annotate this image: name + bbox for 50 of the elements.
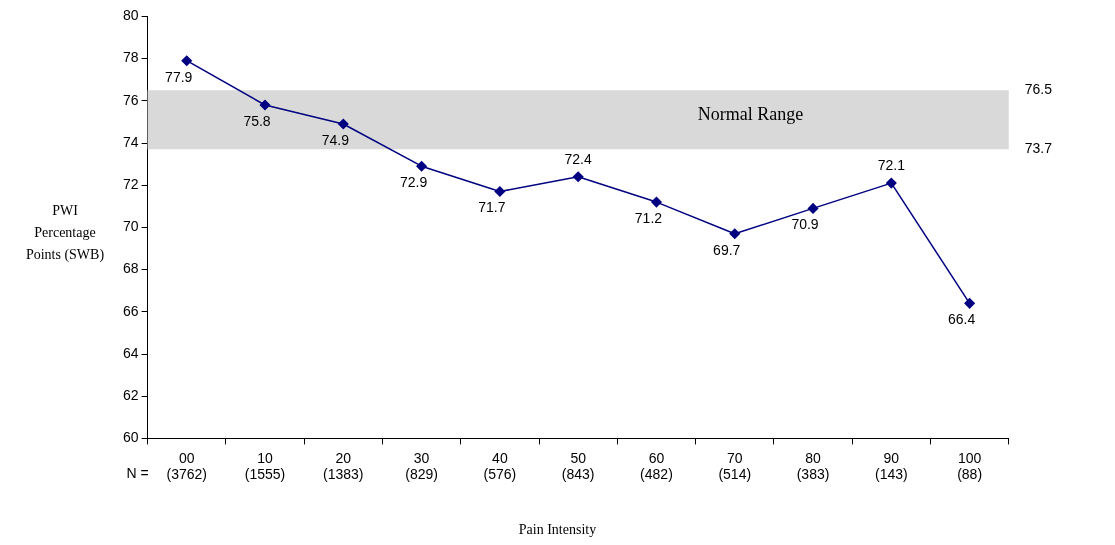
point <box>181 55 192 66</box>
data-label: 72.4 <box>564 150 592 167</box>
x-tick-label: 30 (829) <box>405 449 438 483</box>
data-label: 71.2 <box>634 209 663 226</box>
y-axis-title: PWI Percentage Points (SWB) <box>24 202 106 264</box>
x-tick-label: 100 (88) <box>957 449 983 483</box>
point <box>964 298 975 309</box>
x-tick-label: 70 (514) <box>718 449 752 483</box>
x-tick-label: 60 (482) <box>640 449 673 483</box>
y2-tick-label: 76.5 <box>1024 81 1053 98</box>
y2-tick-label: 73.7 <box>1024 140 1053 157</box>
y-tick-label: 62 <box>122 387 139 404</box>
point <box>416 160 427 172</box>
data-label: 75.8 <box>243 112 271 129</box>
data-label: 77.9 <box>165 68 193 85</box>
point <box>886 177 897 189</box>
x-tick-label: 20 (1383) <box>323 449 364 483</box>
data-label: 72.9 <box>399 174 428 191</box>
data-label: 69.7 <box>713 241 741 258</box>
y-tick-label: 78 <box>122 49 139 66</box>
point <box>259 99 271 111</box>
y-tick-label: 80 <box>122 7 139 24</box>
x-tick-label: 80 (383) <box>796 449 830 483</box>
y-tick-label: 72 <box>122 176 139 193</box>
point <box>651 196 662 208</box>
y-tick-label: 64 <box>122 344 139 361</box>
point <box>494 186 506 197</box>
y-tick-label: 74 <box>122 133 139 150</box>
x-tick-label: 10 (1555) <box>244 449 286 483</box>
data-label: 71.7 <box>478 199 506 216</box>
point <box>572 171 584 183</box>
y-tick-label: 68 <box>122 260 139 277</box>
y-tick-label: 76 <box>122 91 139 108</box>
x-tick-label: 90 (143) <box>874 449 908 483</box>
x-tick-label: 40 (576) <box>483 449 517 483</box>
data-label: 72.1 <box>877 156 906 173</box>
x-tick-label: 00 (3762) <box>166 449 207 483</box>
data-label: 70.9 <box>791 216 819 233</box>
text: N = <box>126 465 149 482</box>
point <box>338 118 349 130</box>
x-tick-label: 50 (843) <box>561 449 595 483</box>
data-label: 74.9 <box>321 131 350 148</box>
band-label: Normal Range <box>697 103 804 124</box>
y-tick-label: 70 <box>122 218 139 235</box>
point <box>729 228 740 239</box>
y-tick-label: 66 <box>122 302 139 319</box>
data-label: 66.4 <box>947 311 976 328</box>
y-tick-label: 60 <box>122 429 139 446</box>
point <box>807 203 819 214</box>
x-axis-title: Pain Intensity <box>517 522 598 538</box>
